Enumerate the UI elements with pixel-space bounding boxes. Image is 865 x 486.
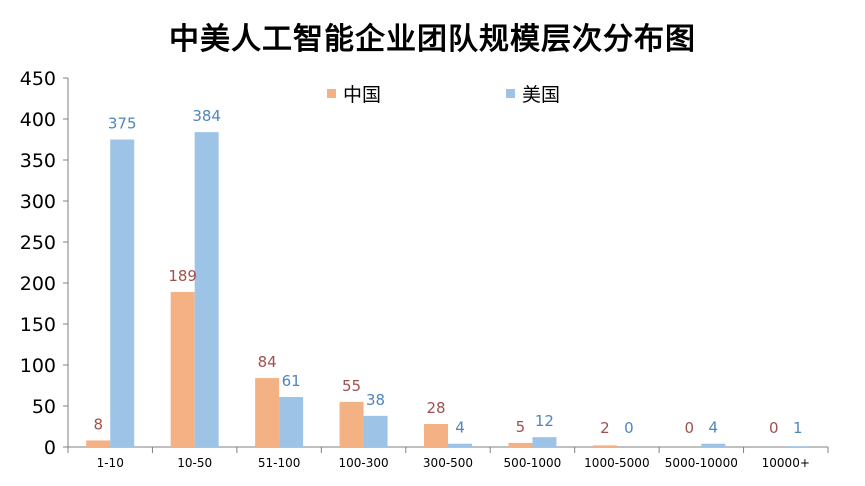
china-bar — [592, 445, 617, 447]
china-bar — [170, 292, 195, 447]
china-data-label: 0 — [685, 419, 695, 437]
china-bar — [508, 442, 533, 447]
usa-data-label: 1 — [793, 419, 803, 437]
x-tick-label: 10000+ — [762, 456, 810, 470]
usa-data-label: 4 — [455, 419, 465, 437]
usa-bar — [194, 132, 219, 447]
china-bar — [424, 424, 448, 447]
usa-data-label: 375 — [108, 115, 137, 133]
y-tick-label: 250 — [20, 232, 56, 254]
usa-bar — [363, 415, 388, 447]
usa-bar — [785, 446, 810, 447]
y-tick-label: 0 — [44, 437, 56, 459]
x-tick-label: 51-100 — [258, 456, 301, 470]
usa-bar — [532, 437, 557, 447]
china-data-label: 84 — [258, 353, 277, 371]
legend-swatch-china — [327, 89, 336, 98]
x-tick-label: 5000-10000 — [665, 456, 738, 470]
usa-data-label: 0 — [624, 419, 634, 437]
bars — [86, 132, 810, 447]
china-data-label: 55 — [342, 377, 361, 395]
y-tick-label: 350 — [20, 150, 56, 172]
usa-data-label: 12 — [535, 412, 554, 430]
china-data-label: 2 — [600, 419, 610, 437]
usa-data-label: 38 — [366, 391, 385, 409]
china-data-label: 28 — [426, 399, 445, 417]
usa-data-label: 61 — [282, 372, 301, 390]
y-tick-label: 50 — [32, 396, 56, 418]
x-tick-label: 500-1000 — [504, 456, 562, 470]
x-tick-label: 1-10 — [97, 456, 124, 470]
y-tick-label: 300 — [20, 191, 56, 213]
x-tick-label: 1000-5000 — [584, 456, 649, 470]
legend: 中国 美国 — [327, 84, 560, 106]
china-data-label: 8 — [93, 415, 103, 433]
y-tick-label: 450 — [20, 68, 56, 90]
china-bar — [86, 440, 111, 447]
usa-bar — [701, 443, 726, 447]
x-tick-label: 10-50 — [177, 456, 212, 470]
y-tick-label: 200 — [20, 273, 56, 295]
x-tick-label: 300-500 — [423, 456, 473, 470]
china-data-label: 0 — [769, 419, 779, 437]
china-bar — [339, 401, 364, 447]
china-data-label: 189 — [168, 267, 197, 285]
y-tick-label: 150 — [20, 314, 56, 336]
chart-title: 中美人工智能企业团队规模层次分布图 — [169, 22, 696, 57]
legend-label-usa: 美国 — [522, 84, 560, 106]
x-tick-label: 100-300 — [338, 456, 388, 470]
legend-label-china: 中国 — [343, 84, 381, 106]
china-data-label: 5 — [516, 418, 526, 436]
usa-data-label: 4 — [709, 419, 719, 437]
usa-bar — [448, 443, 472, 447]
usa-data-label: 384 — [192, 107, 221, 125]
legend-swatch-usa — [506, 89, 515, 98]
usa-bar — [110, 139, 135, 447]
y-axis: 0 50 100 150 200 250 300 350 400 450 — [20, 68, 69, 459]
usa-bar — [279, 396, 304, 447]
x-axis: 1-10 10-50 51-100 100-300 300-500 500-1000 100… — [67, 446, 829, 470]
china-bar — [255, 378, 280, 447]
y-tick-label: 100 — [20, 355, 56, 377]
y-tick-label: 400 — [20, 109, 56, 131]
